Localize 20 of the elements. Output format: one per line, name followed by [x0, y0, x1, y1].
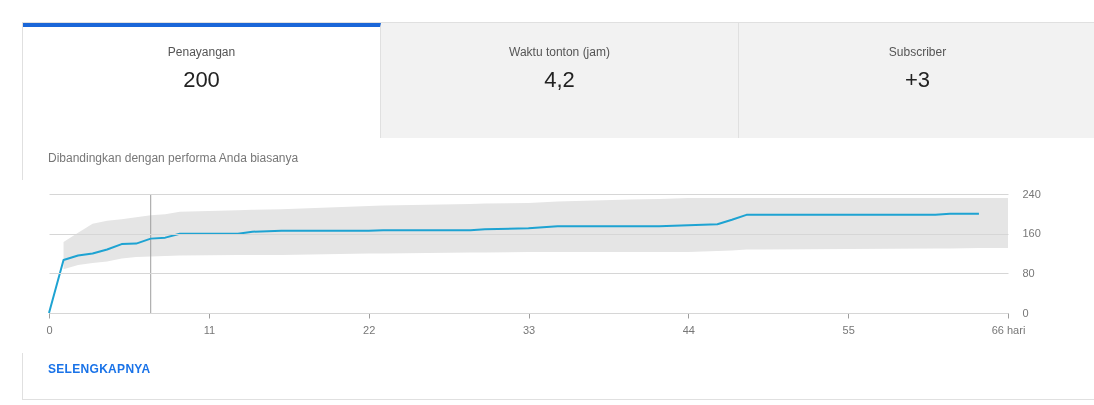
text: Waktu tonton (jam) — [508, 45, 611, 59]
chart-subtitle: Dibandingkan dengan performa Anda biasanya — [48, 151, 299, 165]
x-tick-label: 44 — [682, 323, 695, 336]
text: SELENGKAPNYA — [48, 362, 151, 376]
x-tick-label: 0 — [46, 323, 53, 336]
x-tick-label: 11 — [203, 323, 216, 336]
y-tick-label: 240 — [1022, 187, 1041, 200]
text: +3 — [903, 67, 932, 93]
text: Penayangan — [166, 45, 237, 59]
text: Subscriber — [887, 45, 948, 59]
x-tick-label: 33 — [522, 323, 536, 336]
y-tick-label: 0 — [1022, 306, 1029, 319]
text: 200 — [182, 67, 221, 93]
line-series — [48, 212, 980, 314]
x-tick-label: 66 hari — [991, 323, 1026, 336]
x-tick-label: 55 — [842, 323, 855, 336]
y-tick-label: 160 — [1022, 227, 1041, 240]
x-tick-label: 22 — [363, 323, 376, 336]
y-tick-label: 80 — [1022, 266, 1035, 279]
text: 4,2 — [543, 67, 576, 93]
